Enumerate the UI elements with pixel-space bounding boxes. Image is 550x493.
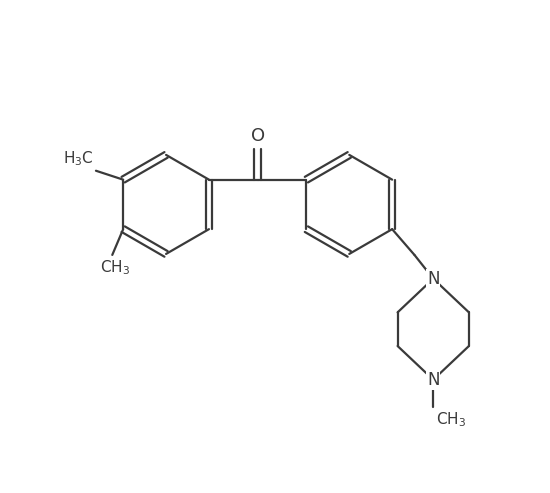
Text: N: N: [427, 371, 439, 388]
Text: N: N: [427, 270, 439, 288]
Text: O: O: [251, 128, 265, 145]
Text: H$_3$C: H$_3$C: [63, 149, 94, 168]
Text: CH$_3$: CH$_3$: [100, 258, 130, 277]
Text: CH$_3$: CH$_3$: [436, 410, 466, 429]
